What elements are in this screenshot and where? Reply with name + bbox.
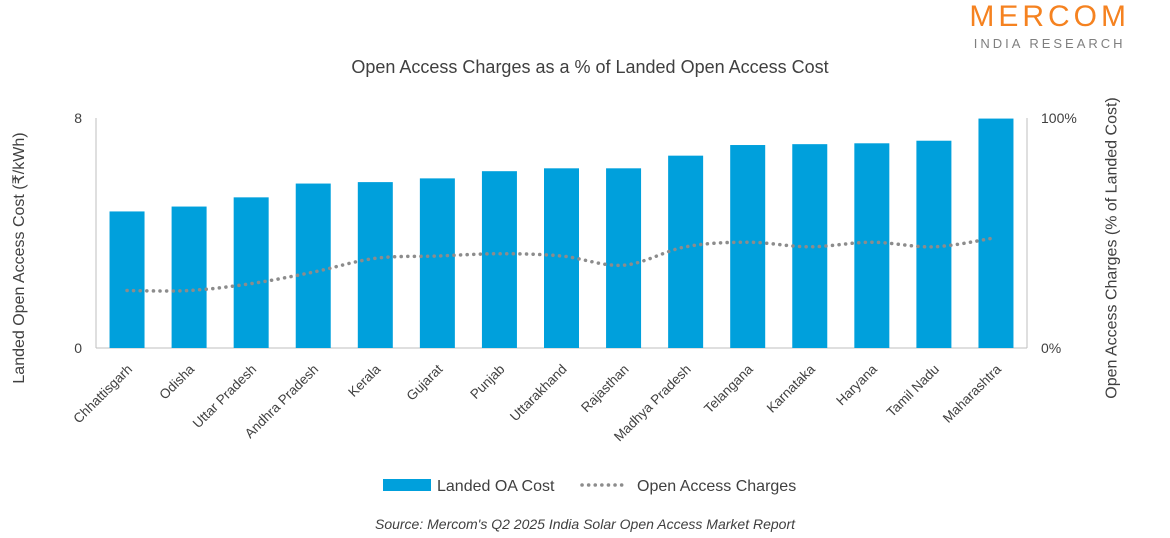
left-tick-label: 8	[74, 110, 82, 126]
x-tick-label: Kerala	[345, 361, 384, 400]
legend-swatch-bar	[383, 479, 431, 491]
x-tick-label: Telangana	[701, 361, 756, 416]
x-tick-label: Punjab	[467, 362, 507, 402]
bar	[792, 144, 828, 348]
x-tick-label: Rajasthan	[578, 362, 632, 416]
x-tick-label: Tamil Nadu	[884, 362, 942, 420]
x-tick-label: Gujarat	[404, 361, 446, 403]
logo-subtitle: INDIA RESEARCH	[973, 36, 1126, 51]
x-tick-label: Odisha	[156, 361, 197, 402]
bar	[419, 178, 455, 348]
source-note: Source: Mercom's Q2 2025 India Solar Ope…	[374, 516, 795, 532]
bar	[481, 171, 517, 348]
bar	[233, 197, 269, 348]
left-tick-label: 0	[74, 340, 82, 356]
bar	[668, 155, 704, 348]
bar	[295, 183, 331, 348]
x-tick-label: Haryana	[833, 361, 880, 408]
bar	[357, 182, 393, 348]
x-tick-label: Chhattisgarh	[70, 362, 135, 427]
mercom-logo: MERCOM INDIA RESEARCH	[969, 0, 1130, 52]
logo-wordmark: MERCOM	[969, 0, 1130, 33]
bar	[730, 145, 766, 348]
bar	[854, 143, 890, 348]
legend-label: Open Access Charges	[637, 478, 796, 495]
bar	[171, 206, 207, 348]
series-line-open-access-charges	[125, 235, 998, 293]
right-tick-label: 100%	[1041, 110, 1077, 126]
bar	[606, 168, 642, 348]
x-tick-label: Uttar Pradesh	[190, 362, 260, 432]
chart-title: Open Access Charges as a % of Landed Ope…	[351, 57, 829, 77]
x-tick-label: Maharashtra	[940, 361, 1005, 426]
right-tick-label: 0%	[1041, 340, 1061, 356]
bar	[916, 140, 952, 348]
bar	[109, 211, 145, 348]
legend-label: Landed OA Cost	[437, 478, 555, 495]
x-tick-label: Karnataka	[764, 361, 818, 415]
x-tick-label: Uttarakhand	[507, 362, 570, 425]
bar	[978, 118, 1014, 348]
